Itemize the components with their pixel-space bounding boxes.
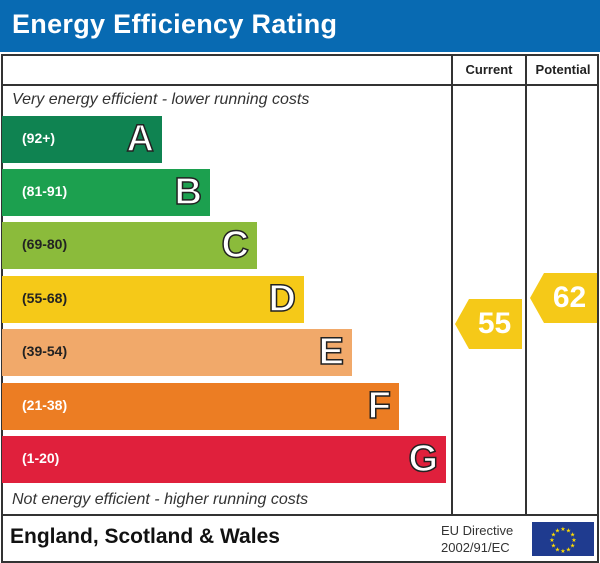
band-range: (39-54) bbox=[22, 343, 68, 359]
divider bbox=[1, 514, 599, 516]
current-rating-arrow: 55 bbox=[455, 299, 522, 349]
region-label: England, Scotland & Wales bbox=[10, 525, 280, 548]
band-letter: A bbox=[126, 117, 155, 161]
band-range: (21-38) bbox=[22, 397, 68, 413]
eu-directive-line1: EU Directive bbox=[441, 523, 514, 538]
current-rating-value: 55 bbox=[477, 307, 512, 340]
band-letter: C bbox=[221, 223, 250, 267]
band-letter: G bbox=[408, 437, 439, 481]
band-bar-f: (21-38) F bbox=[2, 383, 399, 430]
band-range: (55-68) bbox=[22, 290, 68, 306]
page-title: Energy Efficiency Rating bbox=[0, 0, 600, 52]
svg-text:★: ★ bbox=[566, 527, 571, 534]
potential-rating-value: 62 bbox=[552, 281, 587, 314]
band-letter: D bbox=[268, 277, 297, 321]
band-letter: E bbox=[318, 330, 345, 374]
svg-text:★: ★ bbox=[549, 537, 554, 544]
band-range: (1-20) bbox=[22, 450, 60, 466]
column-header-potential: Potential bbox=[535, 62, 591, 77]
divider bbox=[451, 54, 453, 515]
svg-text:★: ★ bbox=[570, 543, 575, 550]
band-bar-c: (69-80) C bbox=[2, 222, 257, 269]
band-bar-g: (1-20) G bbox=[2, 436, 446, 483]
band-bar-b: (81-91) B bbox=[2, 169, 210, 216]
band-range: (69-80) bbox=[22, 236, 68, 252]
band-letter: F bbox=[367, 384, 392, 428]
potential-rating-arrow: 62 bbox=[530, 273, 597, 323]
divider bbox=[1, 84, 599, 86]
eu-flag-icon: ★ ★ ★ ★ ★ ★ ★ ★ ★ ★ ★ ★ bbox=[532, 522, 594, 556]
eu-directive-line2: 2002/91/EC bbox=[441, 540, 510, 555]
band-range: (81-91) bbox=[22, 183, 68, 199]
band-bar-d: (55-68) D bbox=[2, 276, 304, 323]
svg-text:★: ★ bbox=[571, 537, 576, 544]
svg-text:★: ★ bbox=[566, 547, 571, 554]
svg-text:★: ★ bbox=[551, 532, 556, 539]
eu-directive: EU Directive 2002/91/EC bbox=[441, 522, 513, 556]
band-bar-e: (39-54) E bbox=[2, 329, 352, 376]
svg-text:★: ★ bbox=[560, 526, 565, 533]
band-bar-a: (92+) A bbox=[2, 116, 162, 163]
svg-text:★: ★ bbox=[560, 548, 565, 555]
divider bbox=[525, 54, 527, 515]
svg-text:★: ★ bbox=[555, 547, 560, 554]
svg-text:★: ★ bbox=[555, 527, 560, 534]
bottom-note: Not energy efficient - higher running co… bbox=[12, 491, 309, 508]
column-header-current: Current bbox=[465, 62, 513, 77]
top-note: Very energy efficient - lower running co… bbox=[12, 91, 310, 108]
svg-text:★: ★ bbox=[551, 543, 556, 550]
svg-text:★: ★ bbox=[570, 532, 575, 539]
band-range: (92+) bbox=[22, 130, 56, 146]
band-letter: B bbox=[174, 170, 203, 214]
